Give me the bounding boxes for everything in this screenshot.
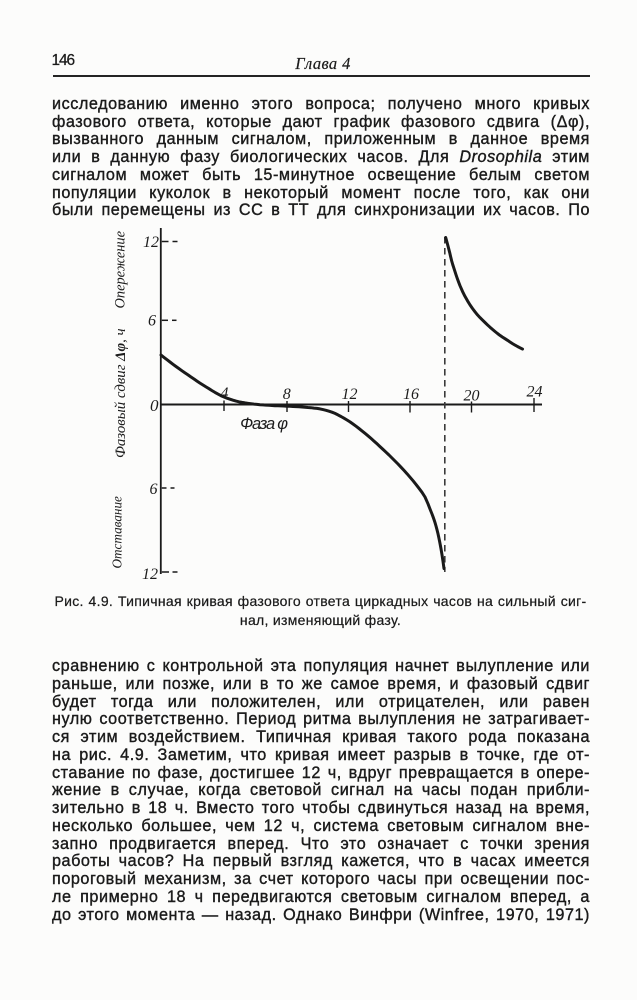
svg-text:6: 6 — [150, 481, 158, 498]
svg-text:Фаза φ: Фаза φ — [240, 415, 288, 433]
svg-text:4: 4 — [221, 385, 229, 402]
svg-text:Фазовый сдвиг Δφ, ч: Фазовый сдвиг Δφ, ч — [113, 328, 129, 458]
svg-text:12: 12 — [142, 566, 158, 583]
svg-text:12: 12 — [143, 234, 159, 251]
svg-text:8: 8 — [283, 386, 291, 403]
svg-text:0: 0 — [150, 396, 159, 415]
svg-text:12: 12 — [342, 386, 358, 403]
svg-text:Опережение: Опережение — [113, 230, 129, 308]
svg-text:6: 6 — [148, 313, 156, 330]
svg-text:Отставание: Отставание — [110, 496, 125, 569]
svg-text:16: 16 — [403, 386, 419, 403]
svg-text:24: 24 — [527, 384, 543, 401]
svg-text:20: 20 — [464, 388, 480, 405]
